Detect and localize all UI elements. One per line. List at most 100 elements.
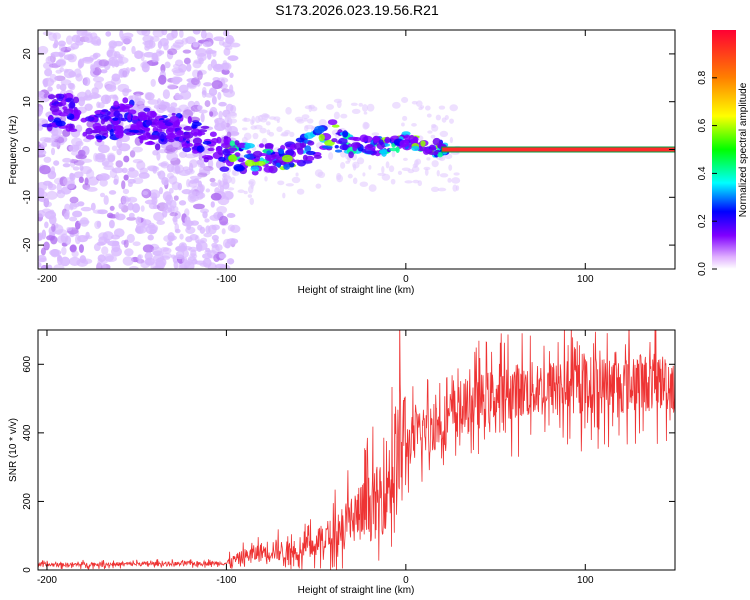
spectrogram-noise-blob xyxy=(121,35,133,44)
snr-plot-area xyxy=(38,330,675,570)
spectrogram-y-tick-label: 0 xyxy=(22,146,33,152)
spectrogram-noise-blob xyxy=(171,164,181,174)
spectrogram-signal-blob xyxy=(209,131,217,137)
spectrogram-noise-blob xyxy=(162,89,171,100)
spectrogram-signal-blob xyxy=(191,121,202,127)
spectrogram-noise-blob xyxy=(439,173,449,178)
spectrogram-noise-blob xyxy=(147,234,154,241)
spectrogram-noise-blob xyxy=(121,180,126,190)
spectrogram-signal-blob xyxy=(305,150,316,155)
spectrogram-noise-blob xyxy=(92,53,99,60)
spectrogram-noise-blob xyxy=(45,56,54,65)
spectrogram-noise-blob xyxy=(130,66,136,72)
spectrogram-noise-blob xyxy=(71,210,83,218)
spectrogram-signal-blob xyxy=(283,163,291,170)
spectrogram-noise-blob xyxy=(68,71,77,78)
spectrogram-noise-blob xyxy=(172,78,180,85)
spectrogram-noise-blob xyxy=(211,95,217,105)
spectrogram-noise-blob xyxy=(195,48,208,57)
spectrogram-noise-blob xyxy=(366,103,375,112)
spectrogram-noise-blob xyxy=(39,136,52,143)
spectrogram-noise-blob xyxy=(53,264,65,269)
spectrogram-noise-blob xyxy=(402,115,408,121)
colorbar-gradient xyxy=(712,30,736,269)
spectrogram-signal-blob xyxy=(178,136,184,142)
spectrogram-noise-blob xyxy=(291,176,301,184)
spectrogram-signal-blob xyxy=(293,159,301,163)
spectrogram-signal-blob xyxy=(373,137,380,142)
spectrogram-noise-blob xyxy=(121,167,128,174)
spectrogram-signal-blob xyxy=(47,94,56,100)
spectrogram-noise-blob xyxy=(73,171,84,179)
spectrogram-signal-blob xyxy=(74,111,81,119)
spectrogram-noise-blob xyxy=(100,69,108,74)
spectrogram-noise-blob xyxy=(210,201,215,208)
spectrogram-noise-blob xyxy=(42,77,55,87)
spectrogram-noise-blob xyxy=(38,146,44,156)
spectrogram-noise-blob xyxy=(196,192,206,199)
spectrogram-noise-blob xyxy=(391,150,396,158)
spectrogram-noise-blob xyxy=(166,152,179,162)
spectrogram-noise-blob xyxy=(175,251,185,258)
spectrogram-noise-blob xyxy=(65,35,73,45)
colorbar-ticks: 0.0 0.2 0.4 0.6 0.8 xyxy=(697,70,717,276)
snr-x-axis-label: Height of straight line (km) xyxy=(298,585,415,596)
spectrogram-noise-blob xyxy=(268,116,277,120)
spectrogram-noise-blob xyxy=(63,54,75,61)
spectrogram-signal-blob xyxy=(266,150,272,156)
spectrogram-noise-blob xyxy=(158,74,167,85)
spectrogram-noise-blob xyxy=(78,149,86,157)
spectrogram-noise-blob xyxy=(182,250,189,258)
spectrogram-noise-blob xyxy=(218,101,227,107)
spectrogram-noise-blob xyxy=(54,75,66,82)
spectrogram-noise-blob xyxy=(191,77,200,86)
spectrogram-noise-blob xyxy=(328,152,334,160)
spectrogram-signal-blob xyxy=(167,138,175,143)
spectrogram-signal-blob xyxy=(41,123,53,128)
spectrogram-noise-blob xyxy=(310,106,318,112)
spectrogram-noise-blob xyxy=(111,73,121,82)
spectrogram-noise-blob xyxy=(210,182,218,187)
spectrogram-noise-blob xyxy=(131,45,136,55)
spectrogram-x-tick-label: 0 xyxy=(403,274,409,285)
spectrogram-noise-blob xyxy=(205,188,211,193)
spectrogram-noise-blob xyxy=(251,115,256,124)
spectrogram-noise-blob xyxy=(227,55,239,62)
spectrogram-signal-blob xyxy=(243,154,251,159)
spectrogram-noise-blob xyxy=(113,40,124,47)
spectrogram-noise-blob xyxy=(318,118,327,127)
spectrogram-noise-blob xyxy=(78,176,84,183)
spectrogram-signal-blob xyxy=(295,137,305,143)
spectrogram-noise-blob xyxy=(183,57,191,65)
colorbar-tick-label: 0.0 xyxy=(697,262,708,276)
spectrogram-noise-blob xyxy=(197,105,203,111)
spectrogram-noise-blob xyxy=(69,256,81,266)
spectrogram-signal-blob xyxy=(148,134,160,140)
spectrogram-noise-blob xyxy=(128,95,134,101)
spectrogram-signal-blob xyxy=(196,145,205,153)
spectrogram-signal-blob xyxy=(334,149,343,153)
spectrogram-noise-blob xyxy=(206,47,213,55)
colorbar-tick-label: 0.2 xyxy=(697,214,708,228)
spectrogram-noise-blob xyxy=(425,105,431,111)
spectrogram-noise-blob xyxy=(204,218,210,223)
spectrogram-noise-blob xyxy=(247,185,254,194)
spectrogram-signal-blob xyxy=(429,146,437,151)
spectrogram-signal-blob xyxy=(342,143,348,151)
spectrogram-noise-blob xyxy=(43,93,48,98)
spectrogram-signal-blob xyxy=(428,151,439,156)
spectrogram-noise-blob xyxy=(296,188,305,195)
spectrogram-noise-blob xyxy=(96,38,102,46)
spectrogram-noise-blob xyxy=(210,59,217,69)
spectrogram-noise-blob xyxy=(40,141,48,148)
spectrogram-signal-blob xyxy=(359,134,369,143)
spectrogram-signal-blob xyxy=(112,125,123,130)
snr-y-tick-label: 600 xyxy=(22,356,33,373)
spectrogram-noise-blob xyxy=(449,118,454,124)
spectrogram-signal-blob xyxy=(331,124,340,128)
spectrogram-noise-blob xyxy=(449,104,458,112)
spectrogram-signal-blob xyxy=(54,101,59,105)
spectrogram-noise-blob xyxy=(289,131,295,138)
spectrogram-signal-blob xyxy=(65,97,74,103)
spectrogram-noise-blob xyxy=(194,260,206,265)
